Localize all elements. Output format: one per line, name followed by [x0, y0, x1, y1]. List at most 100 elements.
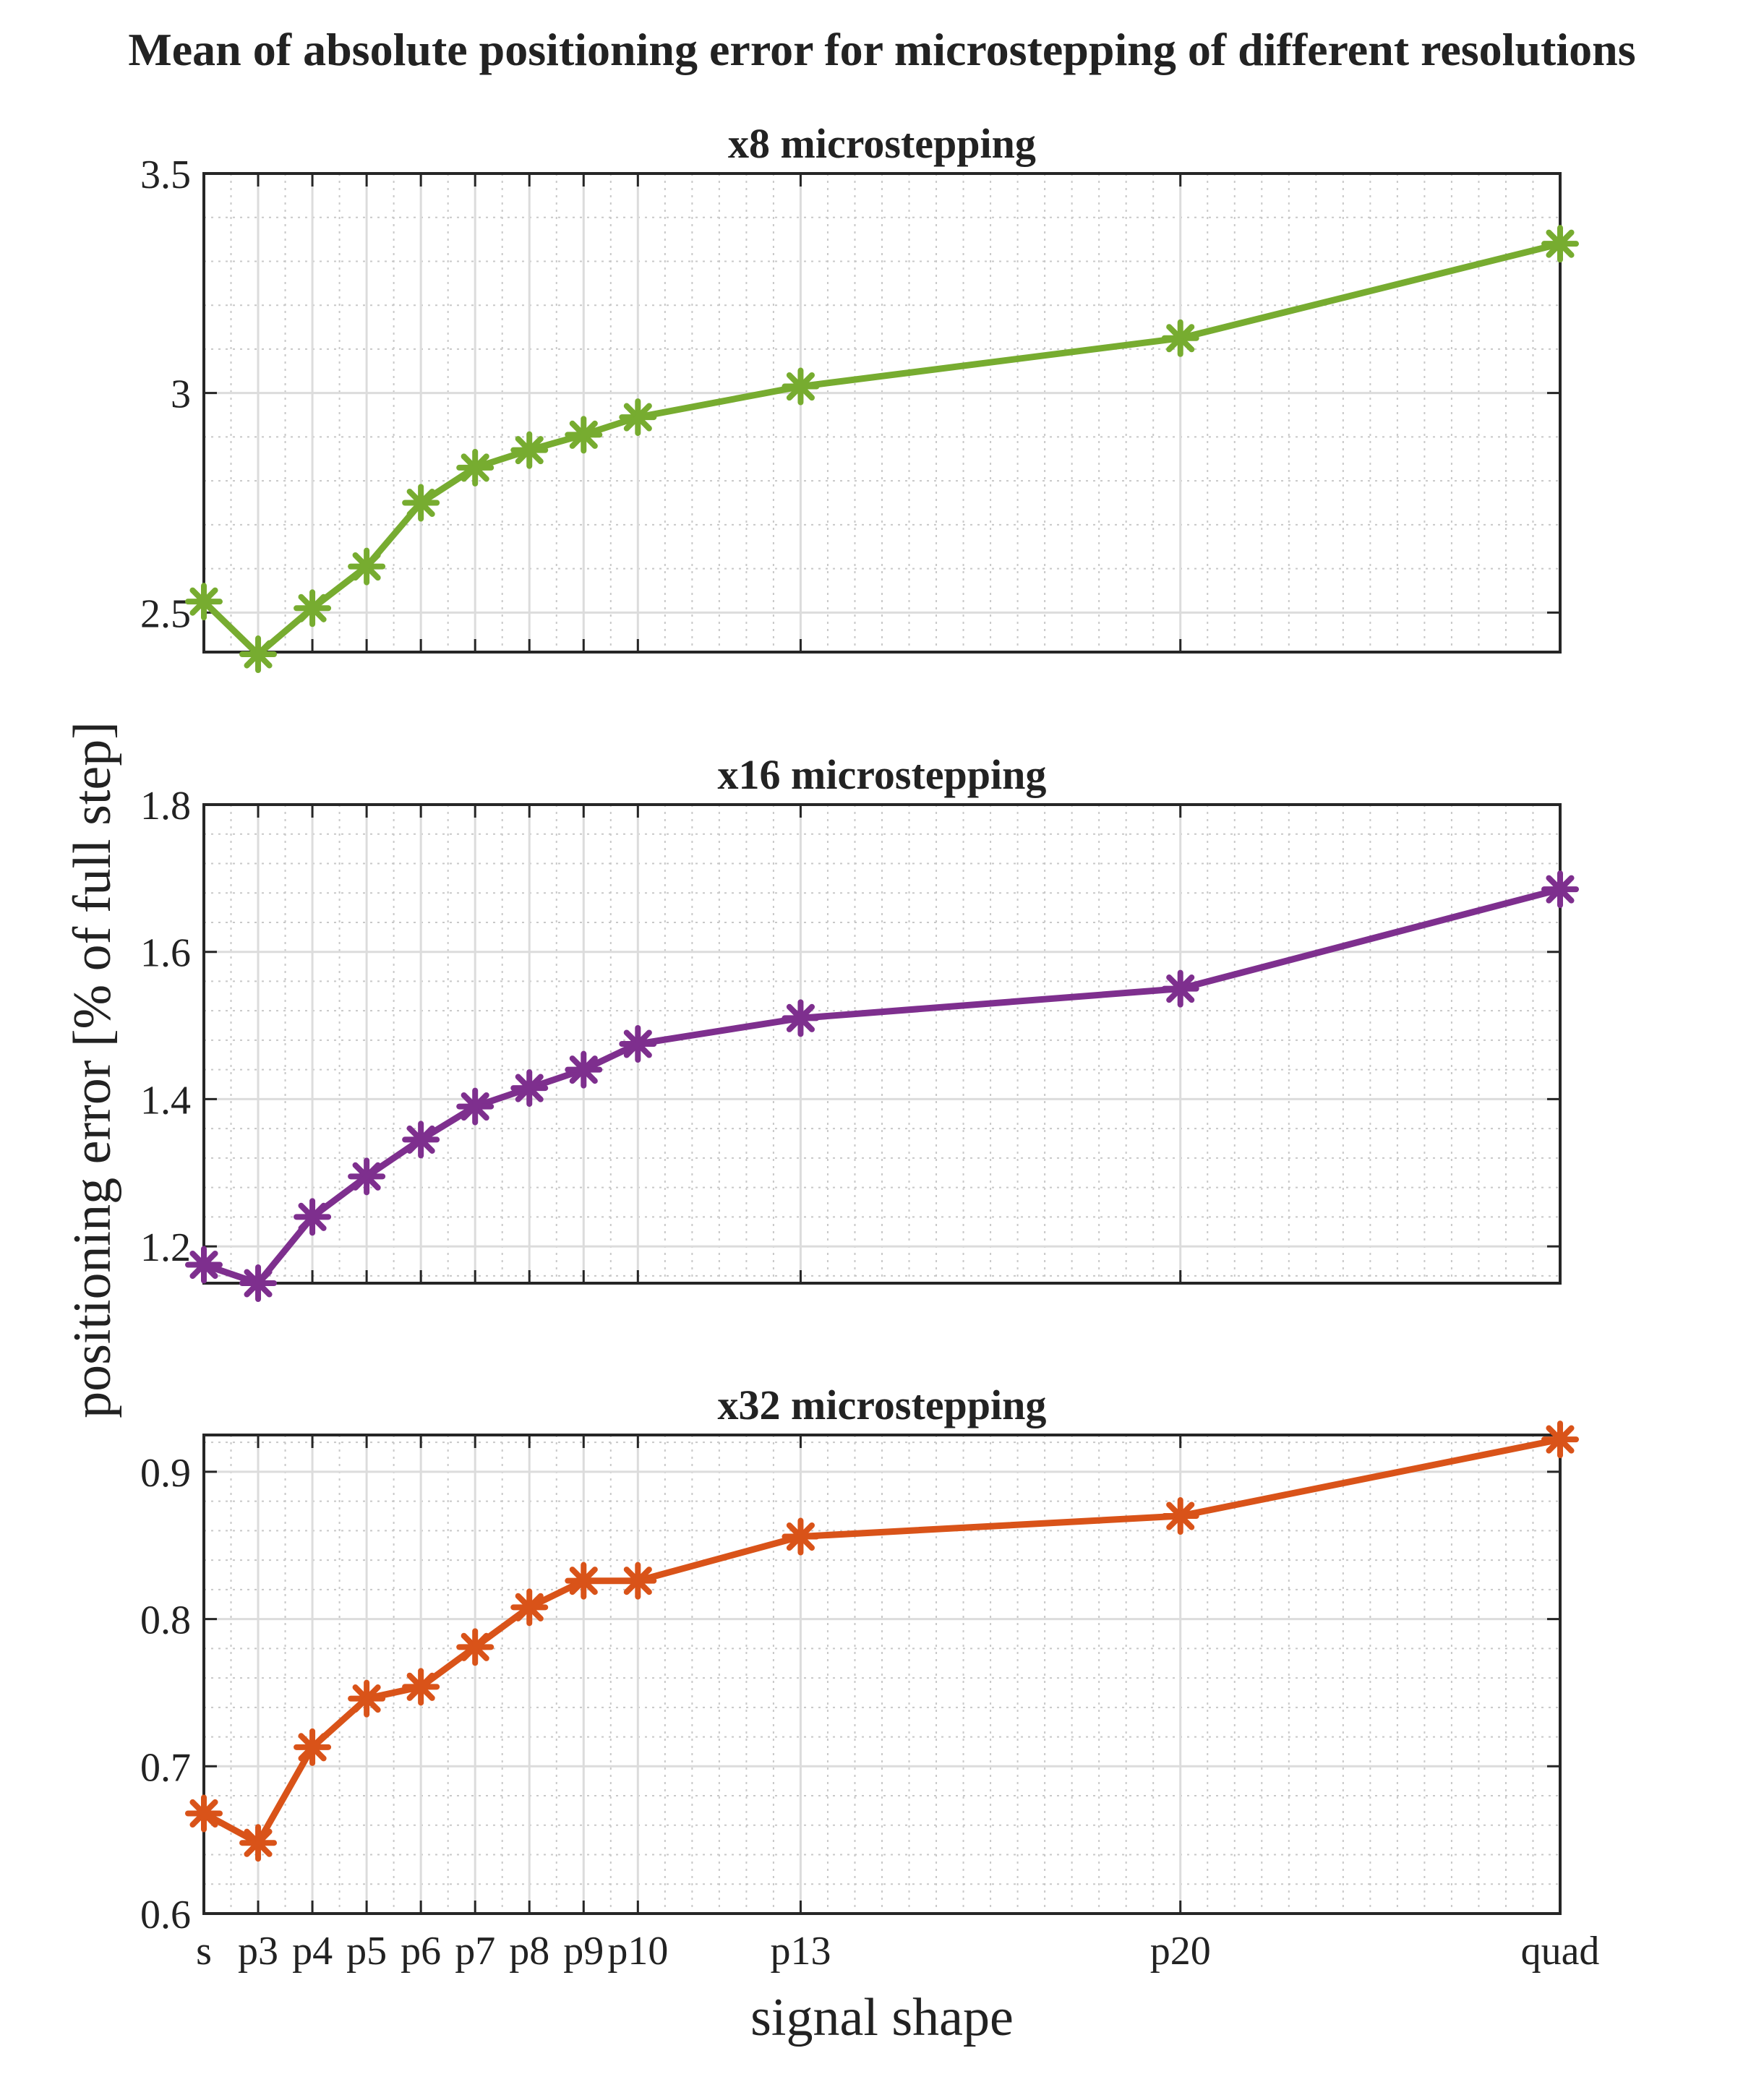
y-tick-label: 3.5: [140, 153, 191, 197]
marker-stroke: [406, 488, 435, 518]
x-tick-label: p9: [563, 1929, 604, 1974]
data-point-marker: [565, 416, 603, 454]
data-point-marker: [1541, 225, 1579, 263]
data-point-marker: [239, 1264, 278, 1302]
y-tick-label: 1.2: [140, 1225, 191, 1270]
data-point-marker: [348, 1679, 386, 1718]
chart-panel-2: 1.2 1.4 1.6 1.8 x16 microstepping: [140, 751, 1579, 1302]
data-point-marker: [1161, 319, 1199, 357]
data-point-marker: [782, 1517, 820, 1556]
x-tick-label: p8: [509, 1929, 549, 1974]
marker-stroke: [244, 1828, 273, 1857]
y-tick-label: 0.6: [140, 1893, 191, 1937]
marker-stroke: [569, 1567, 598, 1595]
data-point-marker: [185, 1246, 223, 1284]
y-tick-label: 1.8: [140, 784, 191, 828]
marker-stroke: [189, 1250, 218, 1280]
x-tick-label: p6: [401, 1929, 441, 1974]
data-point-marker: [1161, 969, 1199, 1008]
marker-stroke: [244, 640, 273, 669]
marker-stroke: [406, 1672, 435, 1701]
data-point-marker: [402, 484, 440, 522]
x-tick-label: p13: [770, 1929, 831, 1974]
x-tick-label: p20: [1150, 1929, 1211, 1974]
y-tick-label: 3: [171, 372, 191, 417]
panel-title: x32 microstepping: [718, 1381, 1047, 1428]
y-tick-label: 1.4: [140, 1078, 191, 1123]
marker-stroke: [298, 594, 327, 622]
marker-stroke: [1166, 1501, 1195, 1530]
x-tick-label: p10: [607, 1929, 668, 1974]
data-point-marker: [565, 1562, 603, 1600]
x-tick-label: p3: [238, 1929, 278, 1974]
data-point-marker: [185, 583, 223, 621]
data-point-marker: [456, 448, 494, 487]
marker-stroke: [461, 1092, 489, 1121]
marker-stroke: [569, 1055, 598, 1084]
chart-panel-3: 0.6 0.7 0.8 0.9 s p3 p4 p5 p6 p7 p8 p9 p10 p13 p20 quad…: [140, 1381, 1599, 1974]
axes-box: [202, 803, 1562, 1285]
data-point-marker: [294, 1198, 332, 1236]
panel-title: x8 microstepping: [728, 120, 1036, 167]
marker-stroke: [1166, 974, 1195, 1003]
data-point-marker: [782, 367, 820, 406]
x-tick-label: quad: [1521, 1929, 1600, 1974]
axes-box: [202, 172, 1562, 654]
marker-stroke: [461, 1632, 489, 1661]
marker-stroke: [786, 1522, 815, 1551]
shared-x-axis-label: signal shape: [750, 1988, 1014, 2047]
data-point-marker: [619, 398, 657, 437]
marker-stroke: [244, 1269, 273, 1298]
marker-stroke: [461, 453, 489, 482]
x-tick-label: s: [196, 1929, 212, 1974]
y-tick-label: 0.7: [140, 1745, 191, 1790]
chart-panel-1: 2.5 3 3.5 x8 microstepping: [140, 120, 1579, 674]
panels: 2.5 3 3.5 x8 microstepping 1.2 1.4 1.6 1.8 x16 m…: [140, 120, 1599, 1974]
data-point-marker: [456, 1628, 494, 1666]
data-point-marker: [1541, 1421, 1579, 1459]
data-point-marker: [510, 1069, 549, 1108]
x-tick-label: p7: [455, 1929, 495, 1974]
data-point-marker: [402, 1668, 440, 1706]
data-point-marker: [239, 1824, 278, 1862]
marker-stroke: [569, 420, 598, 449]
marker-stroke: [189, 587, 218, 616]
data-point-marker: [1161, 1497, 1199, 1535]
data-point-marker: [456, 1087, 494, 1126]
data-point-marker: [1541, 870, 1579, 909]
data-point-marker: [510, 431, 549, 469]
marker-stroke: [515, 436, 544, 465]
y-tick-label: 2.5: [140, 591, 191, 636]
marker-stroke: [515, 1074, 544, 1102]
marker-stroke: [352, 552, 381, 581]
figure-title: Mean of absolute positioning error for m…: [128, 24, 1635, 75]
data-point-marker: [619, 1562, 657, 1600]
marker-stroke: [298, 1733, 327, 1762]
marker-stroke: [623, 1029, 652, 1058]
marker-stroke: [786, 1003, 815, 1032]
marker-stroke: [786, 372, 815, 401]
marker-stroke: [1546, 229, 1575, 258]
marker-stroke: [1546, 875, 1575, 904]
data-point-marker: [348, 1157, 386, 1196]
data-point-marker: [294, 1728, 332, 1766]
y-tick-label: 0.9: [140, 1451, 191, 1496]
marker-stroke: [623, 403, 652, 432]
shared-y-axis-label: positioning error [% of full step]: [63, 721, 122, 1418]
marker-stroke: [1166, 324, 1195, 353]
data-point-marker: [294, 589, 332, 627]
data-point-marker: [185, 1794, 223, 1833]
marker-stroke: [352, 1684, 381, 1713]
marker-stroke: [352, 1162, 381, 1191]
data-point-marker: [565, 1050, 603, 1089]
data-point-marker: [348, 547, 386, 586]
marker-stroke: [298, 1202, 327, 1231]
series-line: [200, 1436, 1564, 1846]
marker-stroke: [406, 1125, 435, 1154]
data-point-marker: [402, 1121, 440, 1159]
data-point-marker: [510, 1588, 549, 1627]
panel-title: x16 microstepping: [718, 751, 1047, 798]
marker-stroke: [515, 1593, 544, 1622]
y-tick-label: 1.6: [140, 931, 191, 976]
